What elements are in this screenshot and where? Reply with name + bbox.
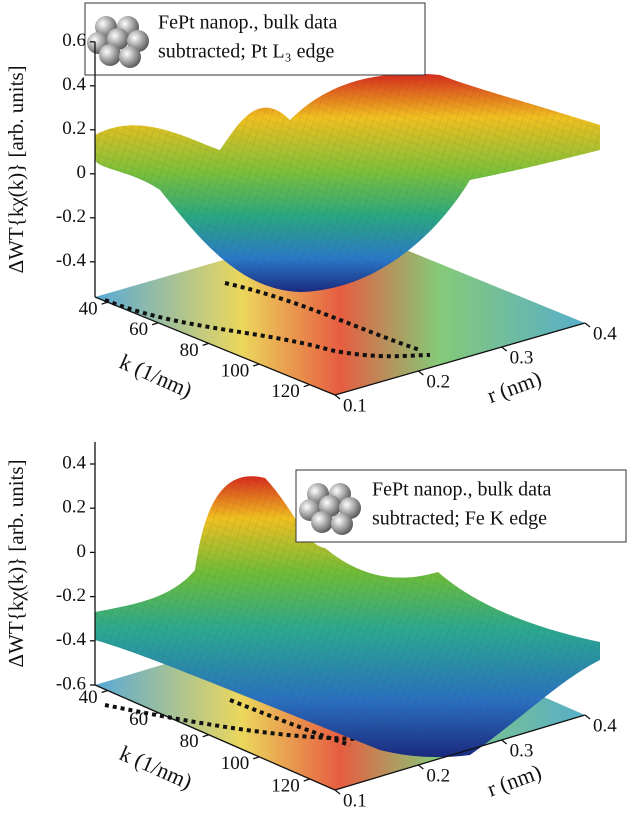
k-tick: [101, 301, 108, 305]
k-tick-label: 100: [221, 360, 250, 381]
legend: FePt nanop., bulk data subtracted; Pt L₃…: [84, 2, 426, 76]
k-tick: [151, 712, 159, 716]
k-tick-label: 60: [129, 319, 148, 340]
k-tick: [202, 734, 209, 738]
r-axis: [334, 322, 586, 396]
z-tick-label: -0.4: [56, 629, 87, 650]
k-tick-label: 80: [180, 340, 199, 361]
legend: FePt nanop., bulk data subtracted; Fe K …: [295, 469, 627, 543]
r-tick: [501, 739, 508, 745]
r-tick-label: 0.4: [593, 715, 617, 736]
k-tick: [253, 363, 260, 367]
k-tick-label: 40: [79, 299, 98, 320]
r-tick: [417, 764, 424, 770]
r-tick: [417, 370, 424, 376]
z-tick-label: 0.2: [62, 118, 86, 139]
r-tick: [584, 714, 591, 720]
k-tick: [101, 689, 108, 694]
r-axis: [334, 714, 586, 791]
k-tick: [202, 342, 209, 347]
legend-text: FePt nanop., bulk data: [372, 479, 552, 501]
z-tick-label: 0.4: [62, 74, 86, 95]
z-tick-label: 0: [77, 541, 87, 562]
z-tick-label: -0.2: [56, 206, 86, 227]
k-tick: [151, 322, 159, 326]
k-tick-label: 120: [271, 775, 300, 796]
z-tick-label: -0.2: [56, 585, 86, 606]
surface-decoration: [95, 476, 600, 790]
r-tick: [584, 322, 591, 328]
k-tick: [303, 384, 310, 388]
r-tick-label: 0.2: [426, 371, 450, 392]
k-axis: [94, 684, 336, 791]
r-tick-label: 0.3: [510, 347, 534, 368]
r-tick-label: 0.1: [343, 395, 367, 416]
r-tick: [334, 789, 341, 795]
legend-text: subtracted; Fe K edge: [372, 508, 547, 530]
z-axis-label: ΔWT{kχ(k)} [arb. units]: [4, 65, 28, 273]
legend-text: FePt nanop., bulk data: [158, 12, 338, 34]
surface-decoration: [95, 73, 600, 395]
k-tick-label: 60: [129, 709, 148, 730]
z-tick-label: -0.6: [56, 673, 86, 694]
k-tick-label: 100: [221, 753, 250, 774]
r-tick-label: 0.3: [510, 740, 534, 761]
k-tick-label: 120: [271, 381, 300, 402]
r-axis-label: r (nm): [484, 759, 545, 802]
legend-text: subtracted; Pt L₃ edge: [158, 41, 334, 63]
k-tick: [303, 778, 310, 782]
r-axis-label: r (nm): [484, 365, 545, 408]
k-tick: [253, 756, 260, 760]
z-tick-label: 0.4: [62, 452, 86, 473]
z-tick-label: 0.6: [62, 30, 86, 51]
r-tick-label: 0.2: [426, 765, 450, 786]
z-tick-label: 0.2: [62, 497, 86, 518]
k-tick-label: 40: [79, 687, 98, 708]
z-axis-label: ΔWT{kχ(k)} [arb. units]: [4, 459, 28, 667]
r-tick: [501, 346, 508, 352]
k-tick-label: 80: [180, 731, 199, 752]
z-tick-label: -0.4: [56, 250, 87, 271]
k-axis: [94, 296, 336, 396]
r-tick-label: 0.1: [343, 790, 367, 811]
r-tick-label: 0.4: [593, 323, 617, 344]
r-tick: [334, 394, 341, 400]
z-tick-label: 0: [77, 162, 87, 183]
